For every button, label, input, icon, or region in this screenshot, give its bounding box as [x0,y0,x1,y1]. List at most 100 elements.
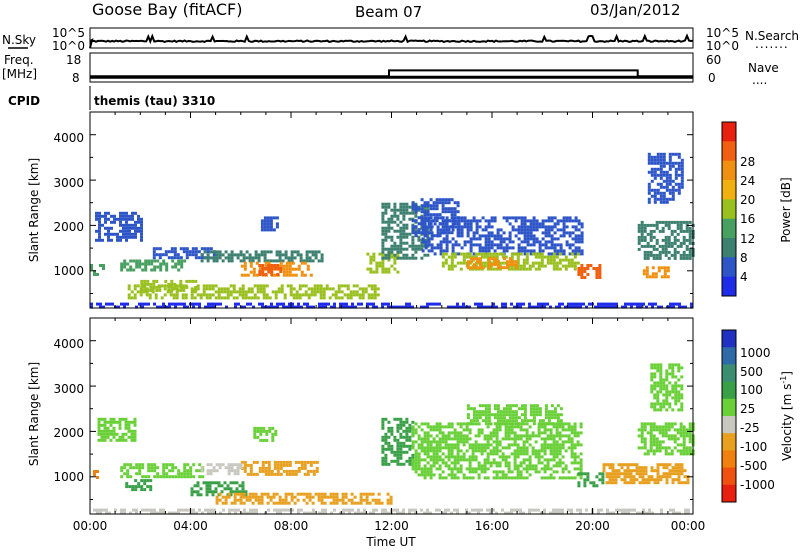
velocity-cell [680,472,684,476]
velocity-cell [679,449,683,453]
velocity-cell [674,381,678,385]
power-cell [405,256,409,260]
velocity-cell [620,463,624,467]
velocity-cell [189,469,193,473]
power-cell [244,296,248,300]
power-cell [378,264,382,268]
velocity-cell [211,493,215,497]
power-cell [460,216,464,220]
velocity-cell [507,434,511,438]
power-cell [141,305,144,309]
velocity-cell [233,495,237,499]
power-cell [253,284,257,288]
velocity-cell [411,461,415,465]
power-cell [414,210,418,214]
velocity-cell [332,495,336,499]
velocity-colorbar-swatch [722,398,736,417]
velocity-cell [474,440,478,444]
power-cell [653,173,657,177]
power-cell [127,284,131,288]
power-cell [220,296,224,300]
velocity-cell [199,487,203,491]
velocity-cell [219,511,222,515]
power-cell [429,207,433,211]
velocity-cell [314,492,318,496]
power-cell [677,188,681,192]
power-cell [150,262,154,266]
velocity-cell [447,473,451,477]
velocity-cell [623,481,627,485]
velocity-cell [525,440,529,444]
velocity-cell [573,434,577,438]
velocity-cell [576,455,580,459]
power-cell [460,228,464,232]
velocity-cell [561,440,565,444]
power-cell [414,234,418,238]
power-cell [297,267,301,271]
power-cell [278,253,282,257]
power-cell [474,252,478,256]
power-cell [570,252,574,256]
velocity-cell [650,387,654,391]
velocity-cell [523,407,527,411]
velocity-cell [556,422,560,426]
velocity-cell [435,458,439,462]
velocity-cell [453,464,457,468]
velocity-cell [147,463,151,467]
power-cell [420,247,424,251]
power-cell [258,264,262,267]
power-cell [322,290,326,294]
power-cell [664,238,668,242]
velocity-cell [477,476,481,480]
power-cell [662,197,666,201]
power-cell [107,217,110,221]
velocity-cell [489,464,493,468]
velocity-cell [640,446,644,450]
velocity-cell [525,431,529,435]
power-cell [496,246,500,250]
power-cell [481,228,485,232]
velocity-cell [420,440,424,444]
velocity-cell [653,375,657,379]
velocity-cell [411,434,415,438]
velocity-cell [317,498,321,502]
power-cell [492,302,495,306]
velocity-cell [156,472,160,476]
velocity-cell [405,450,409,454]
velocity-cell [555,434,559,438]
velocity-cell [668,366,672,370]
velocity-cell [399,450,403,454]
velocity-cell [483,470,487,474]
velocity-cell [544,422,548,426]
power-cell [381,226,385,230]
power-cell [653,194,657,198]
power-cell [209,256,213,260]
power-cell [213,305,216,309]
velocity-cell [159,511,162,515]
power-cell [677,152,681,156]
velocity-cell [249,511,252,515]
power-cell [192,302,195,306]
velocity-cell [659,390,663,394]
velocity-cell [423,434,427,438]
power-cell [119,217,122,221]
power-cell [324,305,327,309]
power-cell [289,284,293,288]
velocity-cell [324,511,327,515]
velocity-cell [174,511,177,515]
power-cell [208,296,212,300]
power-cell [570,302,573,306]
power-cell [248,253,252,257]
power-cell [414,214,418,218]
velocity-cell [329,492,333,496]
velocity-cell [573,467,577,471]
power-cell [469,228,473,232]
power-cell [165,305,168,309]
velocity-cell [273,508,276,512]
power-cell [131,235,134,239]
velocity-cell [271,432,275,436]
power-cell [674,188,678,192]
velocity-cell [227,495,231,499]
power-panel: Slant Range [km] 1000 2000 3000 4000 [27,111,695,309]
power-cell [107,229,110,233]
